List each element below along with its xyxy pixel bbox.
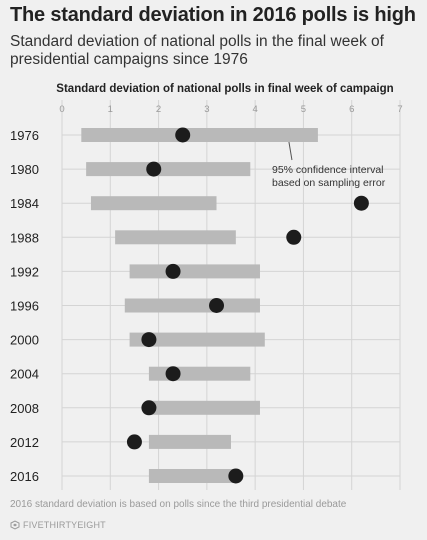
fivethirtyeight-logo-icon — [10, 520, 20, 530]
std-dev-point — [209, 298, 225, 313]
year-label: 1992 — [10, 264, 39, 279]
annotation-pointer-line — [288, 141, 293, 161]
confidence-interval-bar — [148, 469, 236, 483]
rows-layer: 1976 1980 1984 1988 1992 1996 2000 2004 2008 2012… — [10, 127, 369, 484]
x-tick-label: 3 — [204, 104, 209, 115]
std-dev-point — [165, 263, 181, 279]
year-label: 2000 — [10, 333, 39, 348]
year-label: 1988 — [10, 230, 39, 245]
brand-logo: FIVETHIRTYEIGHT — [10, 520, 106, 530]
year-label: 2016 — [10, 469, 39, 484]
year-label: 1980 — [10, 162, 39, 177]
confidence-interval-bar — [115, 230, 236, 245]
x-tick-label: 2 — [156, 104, 161, 115]
std-dev-point — [126, 434, 142, 450]
annotation-text: 95% confidence interval — [272, 164, 384, 176]
annotation-text: based on sampling error — [272, 177, 386, 189]
std-dev-point — [141, 400, 157, 416]
x-tick-label: 6 — [349, 104, 354, 115]
brand-name: FIVETHIRTYEIGHT — [23, 520, 106, 530]
confidence-interval-bar — [148, 434, 231, 449]
year-label: 1976 — [10, 128, 39, 143]
confidence-interval-bar — [148, 400, 260, 415]
std-dev-point — [141, 332, 157, 348]
x-tick-label: 4 — [252, 104, 257, 115]
confidence-interval-bar — [90, 196, 217, 211]
x-tick-label: 1 — [108, 104, 113, 115]
x-tick-label: 7 — [397, 104, 402, 115]
x-axis-ticks: 0 1 2 3 4 5 6 7 — [59, 104, 402, 115]
x-tick-label: 0 — [59, 104, 64, 115]
std-dev-point — [175, 127, 191, 143]
confidence-interval-bar — [129, 332, 265, 347]
std-dev-point — [228, 468, 244, 484]
footnote: 2016 standard deviation is based on poll… — [10, 499, 347, 510]
confidence-interval-bar — [81, 128, 318, 142]
year-label: 1984 — [10, 196, 39, 211]
year-label: 2012 — [10, 435, 39, 450]
std-dev-point — [146, 161, 162, 177]
page-subtitle: Standard deviation of national polls in … — [10, 33, 384, 68]
std-dev-point — [165, 366, 181, 382]
year-label: 2004 — [10, 367, 39, 382]
confidence-interval-bar — [129, 264, 260, 279]
confidence-interval-bar — [124, 298, 260, 313]
year-label: 2008 — [10, 401, 39, 416]
year-label: 1996 — [10, 299, 39, 314]
grid-layer — [61, 100, 401, 490]
x-tick-label: 5 — [301, 104, 306, 115]
std-dev-point — [353, 195, 369, 211]
confidence-interval-bar — [148, 366, 251, 381]
std-dev-point — [286, 229, 302, 245]
confidence-interval-bar — [86, 162, 251, 177]
chart-title: Standard deviation of national polls in … — [56, 83, 393, 95]
page-title: The standard deviation in 2016 polls is … — [10, 4, 416, 26]
